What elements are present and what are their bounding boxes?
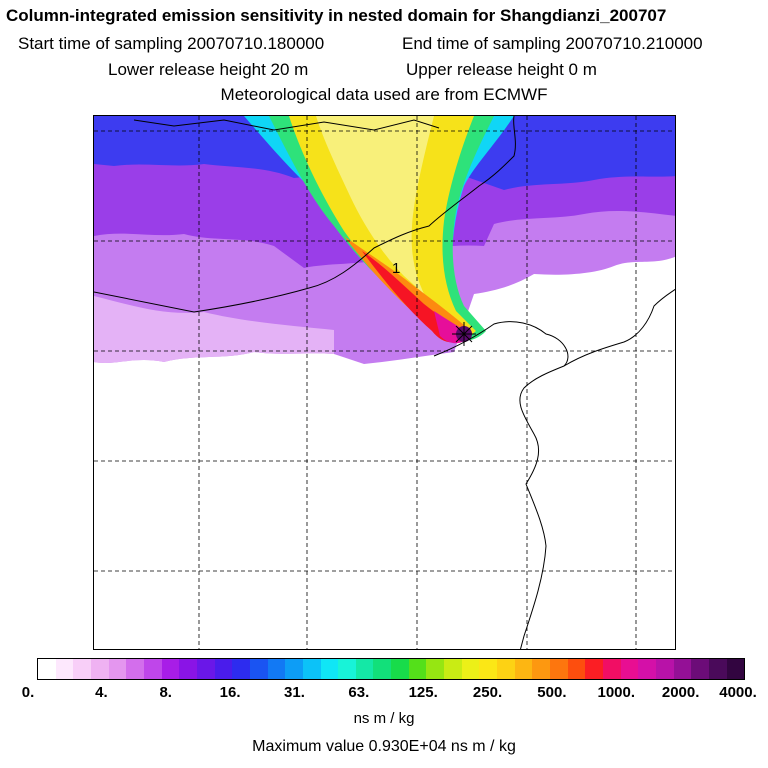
color-swatch (214, 659, 233, 679)
color-swatch (338, 659, 356, 679)
color-swatch (373, 659, 392, 679)
sampling-times: Start time of sampling 20070710.180000 E… (18, 34, 768, 54)
color-swatch (691, 659, 709, 679)
color-swatch (461, 659, 480, 679)
color-swatch (391, 659, 409, 679)
color-swatch (514, 659, 533, 679)
color-swatch (249, 659, 268, 679)
color-swatch (232, 659, 250, 679)
color-scale-tick-label: 8. (159, 684, 172, 701)
color-swatch (726, 659, 745, 679)
color-swatch (90, 659, 109, 679)
color-scale-tick-label: 2000. (661, 684, 700, 701)
color-swatch (497, 659, 515, 679)
upper-height-label: Upper release height 0 m (406, 60, 597, 79)
color-scale-ticks: 0. 4. 8. 16. 31. 63. 125. 250. 500. 1000. 2000. 400… (0, 684, 768, 704)
grid-lines (94, 116, 675, 649)
color-swatch (161, 659, 180, 679)
max-value-label: Maximum value 0.930E+04 ns m / kg (252, 738, 516, 755)
color-swatch (620, 659, 639, 679)
release-site-marker (452, 322, 476, 346)
lower-height-label: Lower release height 20 m (108, 60, 309, 79)
color-swatch (267, 659, 286, 679)
color-swatch (196, 659, 215, 679)
color-scale-tick-label: 0. (21, 684, 35, 701)
color-scale-tick-label: 500. (537, 684, 567, 701)
color-swatch (585, 659, 603, 679)
map-panel: 1 (93, 115, 676, 650)
border-line-top (133, 119, 440, 131)
color-swatch (426, 659, 445, 679)
release-site-label: 1 (392, 260, 400, 277)
units-label: ns m / kg (353, 710, 415, 727)
color-swatch (567, 659, 586, 679)
color-swatch (285, 659, 303, 679)
color-scale-tick-label: 250. (472, 684, 503, 701)
color-scale-tick-label: 125. (408, 684, 438, 701)
color-swatch (108, 659, 127, 679)
color-swatch (355, 659, 374, 679)
color-swatch (408, 659, 427, 679)
color-scale-bar (37, 658, 745, 680)
peninsula-outline (563, 288, 675, 367)
color-swatch (655, 659, 674, 679)
release-heights: Lower release height 20 m Upper release … (108, 60, 768, 80)
color-scale-tick-label: 31. (284, 684, 305, 701)
sensitivity-field-lavender-edge (94, 296, 334, 363)
color-scale-tick-label: 1000. (597, 684, 636, 701)
map-canvas: 1 (94, 116, 675, 649)
color-swatch (532, 659, 551, 679)
plume-light-yellow (316, 116, 434, 294)
color-swatch (55, 659, 74, 679)
coastline (433, 321, 569, 649)
color-swatch (708, 659, 727, 679)
start-time-label: Start time of sampling 20070710.180000 (18, 34, 325, 53)
color-swatch (73, 659, 91, 679)
met-source-label: Meteorological data used are from ECMWF (220, 85, 548, 104)
color-swatch (603, 659, 621, 679)
color-scale-tick-label: 4. (95, 684, 108, 701)
color-swatch (179, 659, 197, 679)
color-swatch (302, 659, 321, 679)
color-swatch (638, 659, 656, 679)
color-swatch (550, 659, 568, 679)
end-time-label: End time of sampling 20070710.210000 (402, 34, 703, 53)
color-swatch (126, 659, 144, 679)
color-scale-tick-label: 63. (348, 684, 370, 701)
color-scale-tick-label: 4000. (719, 684, 757, 701)
color-swatch (673, 659, 692, 679)
color-swatch (143, 659, 162, 679)
color-swatch (444, 659, 462, 679)
color-scale-tick-label: 16. (219, 684, 241, 701)
color-swatch (479, 659, 498, 679)
color-swatch (38, 659, 56, 679)
plot-title: Column-integrated emission sensitivity i… (6, 6, 667, 25)
color-swatch (320, 659, 339, 679)
border-line-north (94, 116, 516, 313)
